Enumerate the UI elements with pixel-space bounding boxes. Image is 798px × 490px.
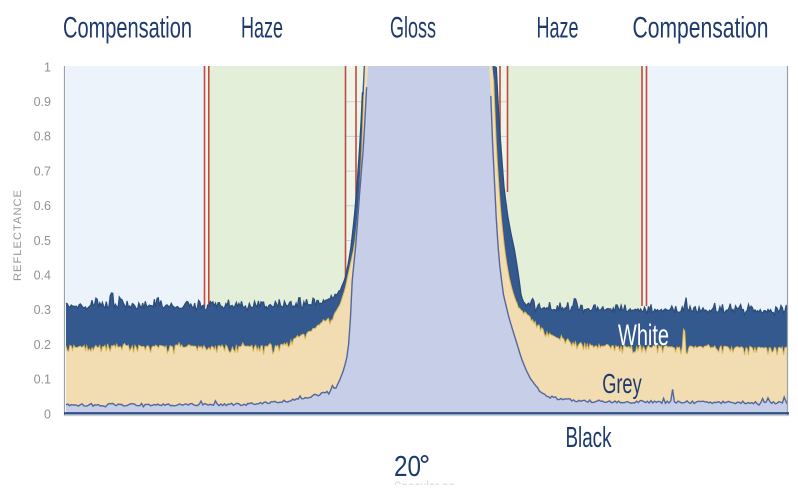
svg-text:0.6: 0.6 [34, 199, 51, 213]
svg-text:Haze: Haze [537, 12, 579, 45]
svg-text:REFLECTANCE: REFLECTANCE [12, 189, 24, 281]
svg-text:1: 1 [44, 60, 51, 74]
svg-text:0.7: 0.7 [34, 164, 51, 178]
svg-text:0.9: 0.9 [34, 95, 51, 109]
svg-text:0.2: 0.2 [34, 338, 51, 352]
svg-text:Compensation: Compensation [63, 12, 192, 45]
svg-text:Haze: Haze [241, 12, 283, 45]
svg-text:White: White [618, 319, 669, 352]
svg-text:0.8: 0.8 [34, 130, 51, 144]
svg-text:0.1: 0.1 [34, 373, 51, 387]
svg-text:0.3: 0.3 [34, 303, 51, 317]
svg-text:20: 20 [394, 451, 421, 483]
svg-text:Black: Black [566, 422, 612, 454]
svg-text:Grey: Grey [602, 368, 642, 399]
svg-text:Compensation: Compensation [633, 12, 769, 45]
svg-text:Specular an: Specular an [394, 479, 455, 486]
svg-text:0: 0 [44, 407, 51, 421]
svg-text:Gloss: Gloss [390, 12, 436, 45]
svg-text:0.4: 0.4 [34, 269, 51, 283]
svg-text:0.5: 0.5 [34, 234, 51, 248]
